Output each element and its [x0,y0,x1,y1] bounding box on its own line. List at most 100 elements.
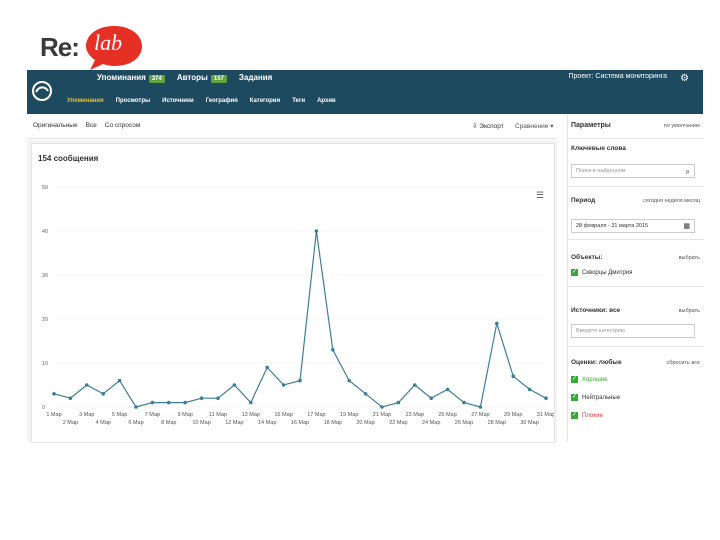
x-tick-label: 18 Мар [324,420,342,426]
logo-text: Re: [40,32,80,62]
reset-default-link[interactable]: по умолчанию [663,123,700,129]
gear-icon[interactable]: ⚙ [680,73,689,84]
subnav-mentions[interactable]: Упоминания [67,98,104,104]
nav-mentions[interactable]: Упоминания 374 [97,73,165,83]
subnav-tags[interactable]: Теги [292,98,306,104]
data-point[interactable] [281,383,286,387]
parameters-sidebar: Параметры по умолчанию Ключевые слова По… [567,114,704,442]
data-point[interactable] [150,400,155,405]
data-point[interactable] [462,400,466,405]
x-tick-label: 19 Мар [340,412,358,418]
x-tick-label: 29 Мар [504,412,522,418]
subnav-sources[interactable]: Источники [162,98,194,104]
calendar-icon[interactable]: ▦ [683,223,690,230]
data-point[interactable] [544,396,548,400]
period-label: Период [571,197,596,204]
data-point[interactable] [167,400,171,405]
data-point[interactable] [314,229,319,233]
filter-all[interactable]: Все [85,122,97,129]
data-point[interactable] [117,378,122,383]
sources-category-input[interactable]: Введите категорию [571,324,695,338]
filter-tabs: Оригинальные Все Со спросом [33,122,140,129]
x-tick-label: 4 Мар [96,420,111,426]
x-tick-label: 14 Мар [258,420,276,426]
x-tick-label: 9 Мар [178,412,193,418]
data-point[interactable] [199,396,204,400]
period-quick-links[interactable]: сегодня неделя месяц [643,198,700,204]
x-tick-label: 5 Мар [112,412,127,418]
subnav-archive[interactable]: Архив [317,98,336,104]
chart-area: 154 сообщения ☰ 50 40 30 20 10 0 1 Мар 3 Мар 5 М… [27,140,557,443]
check-icon[interactable]: ✓ [571,269,578,276]
check-icon[interactable]: ✓ [571,376,578,383]
data-point[interactable] [85,383,89,387]
period-date-input[interactable]: 28 февраля - 31 марта 2015 ▦ [571,219,695,233]
data-point[interactable] [183,400,187,405]
data-point[interactable] [363,392,368,396]
ratings-reset-link[interactable]: сбросить все [666,360,700,366]
app-logo-icon[interactable] [31,80,53,102]
object-item[interactable]: ✓ Скворцы Дмитрия [571,269,632,276]
x-tick-label: 22 Мар [389,420,407,426]
data-point[interactable] [52,392,56,396]
sidebar-title: Параметры [571,122,611,129]
data-point[interactable] [380,405,384,409]
top-navigation-bar: Упоминания 374 Авторы 157 Задания Упоминан… [27,70,703,114]
filter-original[interactable]: Оригинальные [33,122,78,129]
app-window: Упоминания 374 Авторы 157 Задания Упоминан… [27,70,704,443]
data-point[interactable] [232,383,237,387]
x-tick-label: 15 Мар [274,412,292,418]
filter-demand[interactable]: Со спросом [104,122,141,129]
data-point[interactable] [101,392,105,396]
message-count: 154 сообщения [38,154,99,163]
subnav-geography[interactable]: География [205,98,238,104]
data-point[interactable] [331,348,335,352]
mentions-line-chart: 50 40 30 20 10 01 Мар 3 Мар 5 Мар 7 Мар 9 Мар 11 М… [42,185,554,426]
rating-good[interactable]: ✓ Хорошие [571,376,607,383]
nav-authors[interactable]: Авторы 157 [176,73,227,83]
data-point[interactable] [511,374,515,378]
subnav-categories[interactable]: Категории [249,98,281,104]
data-point[interactable] [249,400,253,405]
project-selector[interactable]: Проект: Система мониторинга [568,73,667,80]
keyword-search-input[interactable]: Поиск в найденном ⌕ [571,164,695,178]
x-tick-label: 16 Мар [291,420,309,426]
data-point[interactable] [429,396,434,400]
data-point[interactable] [396,400,401,405]
chart-menu-icon[interactable]: ☰ [536,190,545,200]
sources-select-link[interactable]: выбрать [678,308,700,314]
data-point[interactable] [68,396,73,400]
data-point[interactable] [265,365,269,370]
subnav-views[interactable]: Просмотры [115,98,151,104]
x-tick-label: 20 Мар [356,420,374,426]
data-point[interactable] [495,321,499,326]
speech-bubble-icon [86,26,142,70]
data-point[interactable] [134,405,138,409]
x-tick-label: 23 Мар [406,412,424,418]
check-icon[interactable]: ✓ [571,412,578,419]
data-point[interactable] [347,378,352,383]
x-tick-label: 30 Мар [520,420,538,426]
data-point[interactable] [413,383,417,387]
sources-category-placeholder: Введите категорию [576,328,625,334]
relab-logo: Re: lab [0,0,190,82]
data-point[interactable] [445,387,450,392]
sort-dropdown[interactable]: Сравнение ▾ [515,123,554,130]
x-tick-label: 7 Мар [145,412,160,418]
data-point[interactable] [298,378,302,383]
check-icon[interactable]: ✓ [571,394,578,401]
objects-select-link[interactable]: выбрать [678,255,700,261]
nav-authors-label: Авторы [176,73,208,82]
x-tick-label: 12 Мар [225,420,243,426]
export-button[interactable]: ⇩ Экспорт [472,122,504,130]
search-icon[interactable]: ⌕ [685,167,690,176]
objects-label: Объекты: [571,254,603,261]
rating-neutral-label: Нейтральные [582,394,621,401]
data-point[interactable] [216,396,220,400]
data-point[interactable] [478,405,483,409]
rating-good-label: Хорошие [582,376,608,383]
rating-neutral[interactable]: ✓ Нейтральные [571,394,620,401]
nav-tasks[interactable]: Задания [239,73,272,82]
data-point[interactable] [527,387,532,392]
rating-bad[interactable]: ✓ Плохие [571,412,603,419]
